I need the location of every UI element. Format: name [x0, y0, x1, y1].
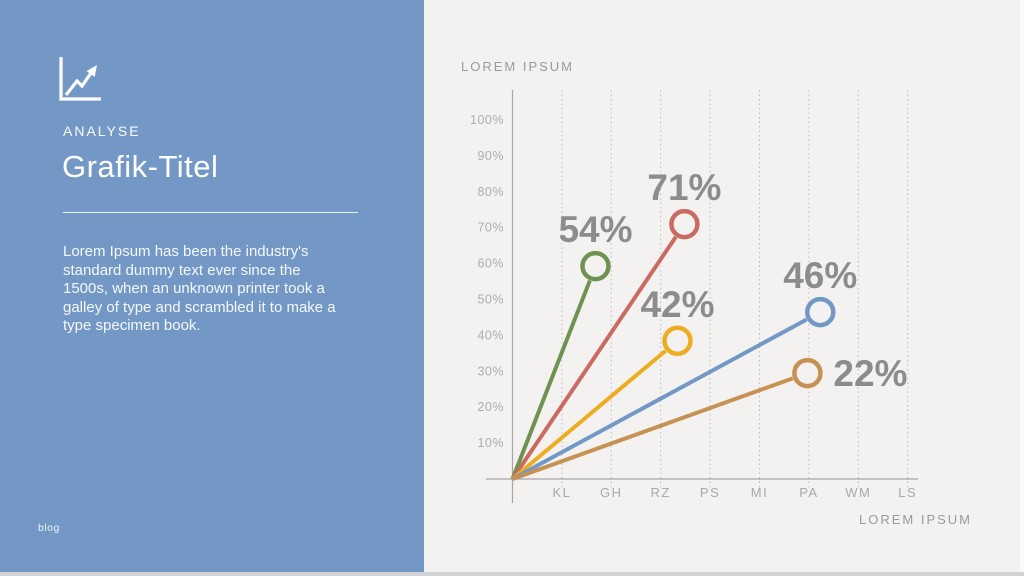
- x-tick-label: MI: [751, 485, 768, 500]
- value-label-red: 71%: [647, 167, 721, 208]
- divider: [63, 212, 358, 213]
- x-tick-label: PA: [799, 485, 818, 500]
- series-line-green: [510, 279, 592, 480]
- slide-edge-right: [1020, 0, 1024, 576]
- y-tick-label: 10%: [477, 436, 504, 450]
- x-tick-label: WM: [845, 485, 871, 500]
- description-text: Lorem Ipsum has been the industry's stan…: [63, 243, 336, 334]
- x-tick-label: RZ: [651, 485, 671, 500]
- x-axis-title: LOREM IPSUM: [858, 512, 972, 527]
- slide-edge-bottom: [0, 572, 1024, 576]
- series-line-yellow: [511, 349, 667, 481]
- chart-svg: KL GH RZ PS MI PA WM LS 10% 20% 30% 40% 50% 60% 70% 80%…: [470, 90, 918, 503]
- y-tick-label: 80%: [477, 185, 504, 199]
- value-label-blue: 46%: [783, 255, 857, 296]
- data-point-blue: [805, 296, 836, 328]
- value-label-tan: 22%: [833, 353, 907, 394]
- y-tick-label: 30%: [477, 364, 504, 378]
- x-tick-label: PS: [700, 485, 720, 500]
- y-tick-label: 90%: [477, 149, 504, 163]
- value-label-green: 54%: [558, 209, 632, 250]
- y-tick-label: 70%: [477, 221, 504, 235]
- trend-chart-icon: [57, 55, 103, 103]
- y-tick-label: 100%: [470, 113, 504, 127]
- data-point-yellow: [662, 325, 693, 357]
- slide-title: Grafik-Titel: [62, 149, 219, 184]
- y-tick-label: 50%: [477, 293, 504, 307]
- x-tick-label: KL: [552, 485, 571, 500]
- section-label: ANALYSE: [63, 123, 141, 139]
- x-tick-label: LS: [898, 485, 917, 500]
- data-point-tan: [792, 357, 823, 389]
- series-line-blue: [511, 317, 808, 481]
- y-tick-label: 40%: [477, 328, 504, 342]
- series-line-red: [510, 235, 678, 481]
- x-tick-label: GH: [600, 485, 623, 500]
- data-point-red: [669, 208, 700, 240]
- chart-title: LOREM IPSUM: [461, 59, 575, 74]
- sidebar: ANALYSE Grafik-Titel Lorem Ipsum has bee…: [0, 0, 424, 576]
- y-tick-label: 60%: [477, 257, 504, 271]
- series-line-tan: [511, 376, 794, 481]
- y-tick-label: 20%: [477, 400, 504, 414]
- data-point-green: [580, 250, 611, 282]
- value-label-yellow: 42%: [640, 284, 714, 325]
- trend-chart-icon-svg: [59, 57, 101, 101]
- footer-brand: blog: [38, 522, 60, 534]
